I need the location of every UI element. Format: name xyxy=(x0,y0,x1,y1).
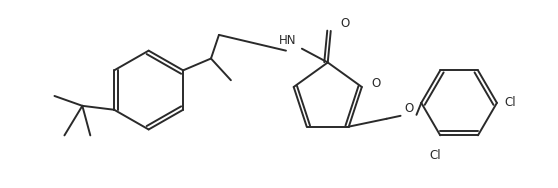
Text: O: O xyxy=(404,102,413,115)
Text: O: O xyxy=(341,17,350,30)
Text: O: O xyxy=(372,77,381,89)
Text: Cl: Cl xyxy=(430,149,441,162)
Text: HN: HN xyxy=(279,34,297,47)
Text: Cl: Cl xyxy=(505,96,517,109)
